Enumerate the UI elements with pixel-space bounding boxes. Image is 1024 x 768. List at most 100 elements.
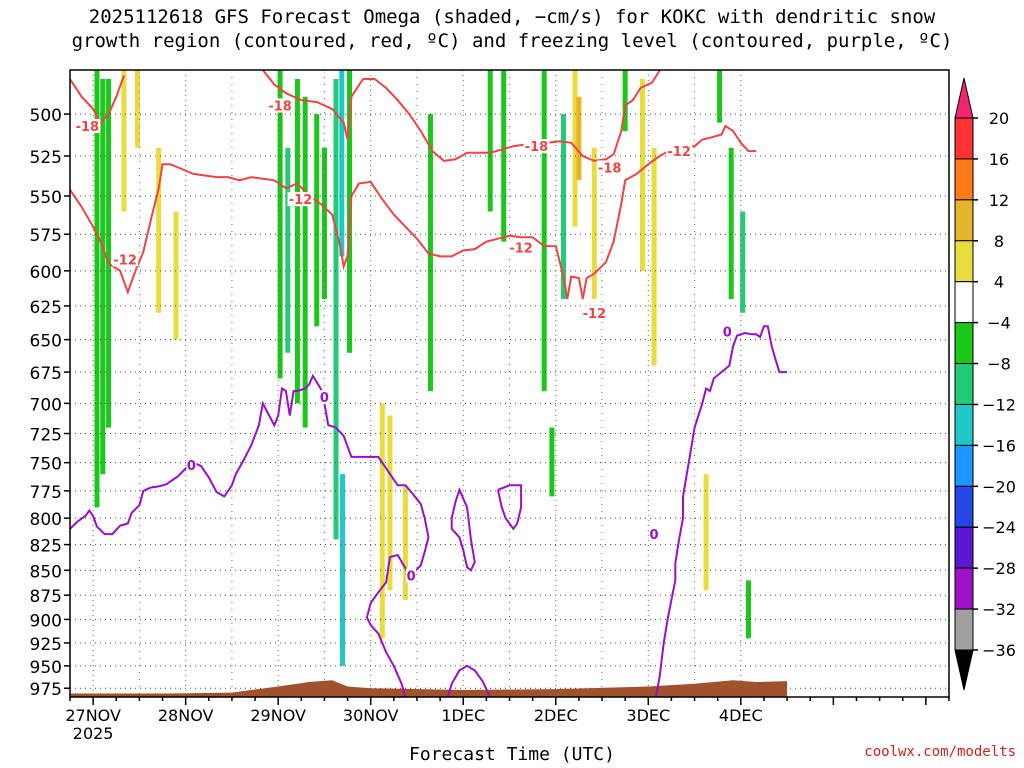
y-tick-label: 600 <box>30 263 62 283</box>
contour-label-bg <box>112 252 139 267</box>
contour-label-bg <box>581 305 608 320</box>
contour-label-bg <box>722 324 733 339</box>
x-tick-label: 1DEC <box>441 706 485 725</box>
y-tick-label: 950 <box>30 658 62 678</box>
y-tick-label: 900 <box>30 611 62 631</box>
colorbar-tick-label: −16 <box>982 436 1016 455</box>
x-tick-label: 27NOV <box>65 706 121 725</box>
contour-label-bg <box>649 527 660 542</box>
colorbar-segment <box>954 403 974 446</box>
dendritic-growth-contour <box>70 75 125 125</box>
colorbar-segment <box>954 322 974 365</box>
chart-title-line-1: 2025112618 GFS Forecast Omega (shaded, −… <box>88 6 936 28</box>
colorbar-segment <box>954 158 974 201</box>
dendritic-growth-contour <box>262 70 661 162</box>
colorbar-segment <box>954 444 974 487</box>
omega-shading-band <box>340 474 346 666</box>
credit-text: coolwx.com/modelts <box>864 744 1016 760</box>
omega-shading-band <box>94 70 100 508</box>
contour-label-bg <box>666 144 693 159</box>
contour-label-bg <box>406 568 417 583</box>
contour-label-bg <box>596 160 623 175</box>
contour-label: 0 <box>320 391 329 406</box>
omega-shading-band <box>387 415 393 591</box>
colorbar-tick-label: −24 <box>982 518 1016 537</box>
omega-shading-band <box>379 403 385 639</box>
omega-shading-band <box>156 147 162 313</box>
contour-label-bg <box>508 240 535 255</box>
omega-shading-band <box>501 70 507 242</box>
colorbar-segment <box>954 199 974 242</box>
y-tick-label: 525 <box>30 148 62 168</box>
contour-label: -18 <box>268 99 292 114</box>
colorbar-tick-label: 4 <box>994 273 1004 292</box>
omega-shading-band <box>277 70 283 379</box>
omega-shading-band <box>134 70 140 148</box>
contour-label-bg <box>74 119 101 134</box>
colorbar-segment <box>954 526 974 569</box>
omega-shading-band <box>591 147 597 300</box>
colorbar-tick-label: −20 <box>982 477 1016 496</box>
freezing-level-contour <box>496 484 523 531</box>
colorbar-top-arrow <box>954 77 974 119</box>
y-tick-label: 750 <box>30 455 62 475</box>
colorbar-segment <box>954 363 974 405</box>
colorbar-segment <box>954 281 974 324</box>
omega-shading-band <box>640 79 646 271</box>
colorbar-segment <box>954 240 974 283</box>
omega-shading-band <box>746 580 752 639</box>
contour-label: -18 <box>76 120 100 135</box>
colorbar-tick-label: −36 <box>982 641 1016 660</box>
omega-shading-band <box>549 427 555 497</box>
y-tick-label: 975 <box>30 680 62 700</box>
dendritic-growth-contour <box>70 124 757 300</box>
omega-shading-band <box>728 147 734 300</box>
y-tick-label: 725 <box>30 426 62 446</box>
y-tick-label: 675 <box>30 364 62 384</box>
omega-shading-band <box>541 70 547 391</box>
colorbar-tick-label: −28 <box>982 559 1016 578</box>
omega-shading-band <box>100 79 106 475</box>
omega-shading-band <box>622 70 628 132</box>
contour-label: -12 <box>509 242 533 257</box>
x-tick-label: 3DEC <box>626 706 670 725</box>
x-tick-label: 4DEC <box>719 706 763 725</box>
freezing-level-contour <box>450 486 476 572</box>
omega-shading-band <box>333 79 339 540</box>
omega-shading-band <box>339 70 345 257</box>
colorbar-tick-label: −32 <box>982 600 1016 619</box>
freezing-level-contour <box>655 325 788 697</box>
x-tick-label: 2DEC <box>534 706 578 725</box>
contour-label: -12 <box>583 307 607 322</box>
omega-shading-band <box>576 96 582 181</box>
omega-shading-band <box>717 70 723 123</box>
x-tick-label: 29NOV <box>250 706 306 725</box>
colorbar-tick-label: 20 <box>989 109 1009 128</box>
colorbar-tick-label: 12 <box>989 191 1009 210</box>
omega-shading-band <box>651 147 657 366</box>
colorbar-tick-label: 8 <box>994 232 1004 251</box>
y-tick-label: 775 <box>30 483 62 503</box>
contour-label-bg <box>287 192 314 207</box>
contour-label: -12 <box>113 253 137 268</box>
contour-label-bg <box>267 98 294 113</box>
omega-shading-band <box>703 474 709 591</box>
y-tick-label: 650 <box>30 332 62 352</box>
omega-shading-band <box>106 79 112 428</box>
colorbar-tick-label: −12 <box>982 395 1016 414</box>
colorbar-segment <box>954 117 974 160</box>
omega-shading-band <box>285 147 291 353</box>
omega-shading-band <box>173 211 179 340</box>
colorbar-segment <box>954 567 974 610</box>
colorbar-tick-label: 16 <box>989 150 1009 169</box>
freezing-level-contour <box>446 664 492 697</box>
contour-label: -12 <box>289 193 313 208</box>
freezing-level-contour <box>70 373 430 697</box>
colorbar-segment <box>954 608 974 651</box>
y-tick-label: 500 <box>30 106 62 126</box>
y-tick-label: 575 <box>30 226 62 246</box>
omega-shading-band <box>314 114 320 327</box>
y-tick-label: 925 <box>30 635 62 655</box>
y-tick-label: 875 <box>30 587 62 607</box>
